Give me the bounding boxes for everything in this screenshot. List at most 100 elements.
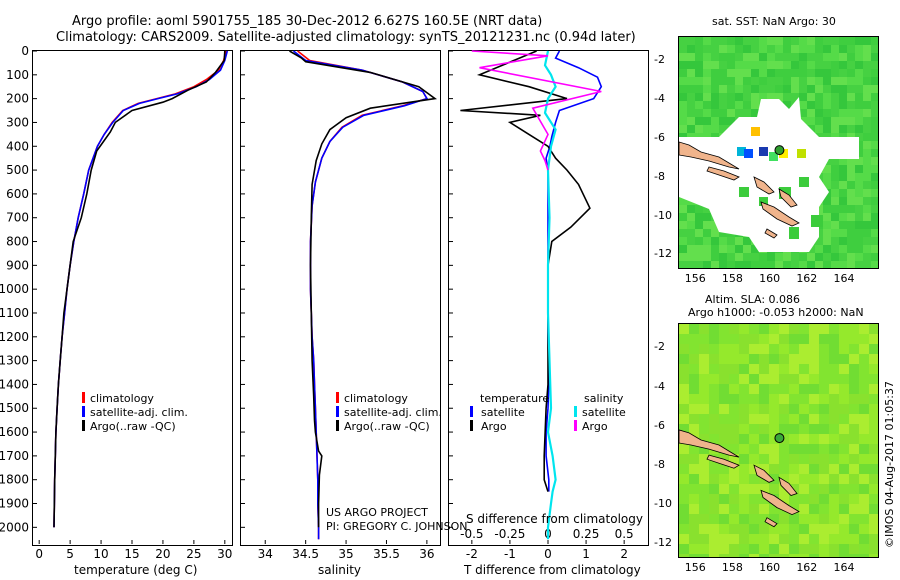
map-cell (863, 37, 871, 45)
map-cell (679, 229, 687, 237)
map-cell (809, 544, 819, 554)
map-cell (749, 544, 759, 554)
sal-legend-climatology: climatology (336, 392, 408, 405)
map-cell (779, 364, 789, 374)
map-cell (789, 554, 799, 557)
map-cell (739, 484, 749, 494)
map-cell (751, 253, 759, 261)
map-cell (839, 93, 847, 101)
map-cell (739, 444, 749, 454)
map-cell (687, 37, 695, 45)
map-cell (695, 213, 703, 221)
map-cell (847, 173, 855, 181)
map-cell (855, 53, 863, 61)
map-cell (751, 37, 759, 45)
map-cell (687, 85, 695, 93)
map-cell (809, 384, 819, 394)
map-cell (829, 494, 839, 504)
map-cell (759, 384, 769, 394)
map-cell (829, 484, 839, 494)
map-cell (719, 354, 729, 364)
map-cell (729, 444, 739, 454)
map-cell (695, 61, 703, 69)
map-cell (831, 61, 839, 69)
map-cell (719, 334, 729, 344)
map-cell (831, 69, 839, 77)
map-cell (789, 484, 799, 494)
map-cell (739, 364, 749, 374)
diff-t-xtick-label: -2 (466, 547, 478, 561)
map-cell (729, 514, 739, 524)
depth-tick-label: 1800 (0, 473, 29, 487)
map-cell (703, 101, 711, 109)
map-lon-tick-label: 162 (796, 272, 818, 285)
map-cell (807, 93, 815, 101)
map-cell (739, 454, 749, 464)
map-cell (689, 484, 699, 494)
map-cell (839, 69, 847, 77)
map-cell (839, 237, 847, 245)
map-cell (679, 324, 689, 334)
map-cell (871, 189, 878, 197)
map-cell (735, 109, 743, 117)
map-cell (839, 454, 849, 464)
map-cell (759, 454, 769, 464)
map-cell (829, 554, 839, 557)
map-lon-tick-label: 156 (684, 272, 706, 285)
map-cell (767, 53, 775, 61)
map-cell (799, 444, 809, 454)
diff-s-xtick-label: -0.5 (460, 527, 483, 541)
map-cell (819, 454, 829, 464)
map-cell (759, 45, 767, 53)
map-cell (687, 117, 695, 125)
map-cell (823, 245, 831, 253)
map-cell (775, 61, 783, 69)
map-cell (815, 109, 823, 117)
map-cell (855, 253, 863, 261)
diff-legend-temperature-header: temperature (480, 392, 550, 405)
land-island (778, 188, 798, 208)
map-cell (689, 504, 699, 514)
map-cell (829, 524, 839, 534)
land-island (764, 517, 778, 528)
sal-xtick-label: 36 (419, 547, 434, 561)
map-cell (849, 364, 859, 374)
map-cell (819, 484, 829, 494)
map-cell (789, 544, 799, 554)
map-cell (809, 534, 819, 544)
map-cell (863, 101, 871, 109)
map-cell (859, 364, 869, 374)
map-cell (783, 93, 791, 101)
map-cell (849, 444, 859, 454)
map-cell (719, 229, 727, 237)
map-cell (847, 53, 855, 61)
map-cell (855, 221, 863, 229)
map-cell (839, 494, 849, 504)
map-cell (849, 374, 859, 384)
map-cell (863, 53, 871, 61)
map-cell (779, 424, 789, 434)
map-cell (709, 544, 719, 554)
map-cell (689, 364, 699, 374)
map-cell (783, 253, 791, 261)
map-cell (791, 253, 799, 261)
map-cell (703, 37, 711, 45)
map-cell (769, 524, 779, 534)
map-cell (775, 93, 783, 101)
sst-patch (789, 227, 799, 239)
map-cell (743, 45, 751, 53)
map-cell (799, 334, 809, 344)
map-cell (739, 504, 749, 514)
map-cell (727, 93, 735, 101)
map-cell (695, 109, 703, 117)
map-cell (711, 61, 719, 69)
map-cell (703, 237, 711, 245)
map-cell (839, 394, 849, 404)
map-cell (709, 374, 719, 384)
map-cell (699, 404, 709, 414)
map-cell (849, 324, 859, 334)
map-cell (839, 189, 847, 197)
map-cell (719, 109, 727, 117)
map-cell (799, 324, 809, 334)
map-cell (849, 414, 859, 424)
